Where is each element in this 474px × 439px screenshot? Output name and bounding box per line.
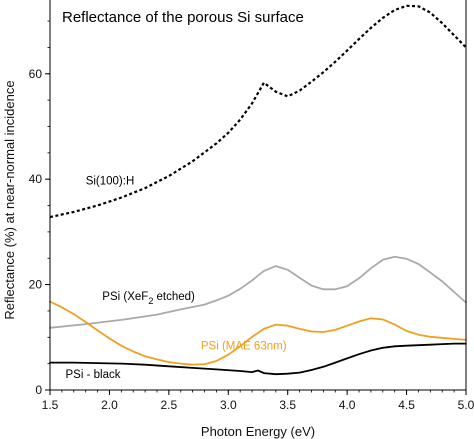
series-label-3: PSi - black: [66, 369, 121, 381]
series-label-2: PSi (MAE 63nm): [201, 340, 287, 352]
series-label-subscript: 2: [148, 296, 153, 306]
x-tick-label: 3.0: [220, 398, 237, 412]
series-label-layer: Si(100):H PSi (XeF2 etched) PSi (MAE 63nm)…: [66, 176, 287, 381]
series-layer: [49, 4, 467, 376]
series-label-text: PSi (XeF: [102, 291, 148, 303]
y-tick-label: 0: [35, 383, 42, 397]
series-line-1: [49, 255, 467, 329]
y-tick-label: 20: [29, 278, 43, 292]
series-label-1: PSi (XeF2 etched): [102, 291, 195, 306]
series-label-rest: etched): [153, 291, 195, 303]
y-axis-title: Reflectance (%) at near-normal incidence: [2, 80, 17, 319]
series-label-text: Si(100):H: [86, 176, 135, 188]
series-line-0: [49, 4, 467, 219]
series-label-0: Si(100):H: [86, 176, 135, 188]
axes-layer: 1.5 2.0 2.5 3.0 3.5 4.0 4.5 5.0 0 20 40 60: [29, 0, 474, 412]
x-tick-label: 3.5: [279, 398, 296, 412]
series-label-text: PSi - black: [66, 369, 121, 381]
x-tick-label: 2.5: [161, 398, 178, 412]
chart-title: Reflectance of the porous Si surface: [62, 9, 304, 26]
x-tick-label: 2.0: [101, 398, 118, 412]
series-line-3: [49, 342, 467, 376]
x-tick-label: 1.5: [42, 398, 59, 412]
y-tick-label: 40: [29, 172, 43, 186]
x-tick-label: 4.0: [339, 398, 356, 412]
x-tick-label: 4.5: [398, 398, 415, 412]
x-tick-label: 5.0: [458, 398, 474, 412]
x-axis-title: Photon Energy (eV): [201, 424, 315, 439]
series-line-2: [49, 300, 467, 366]
series-label-text: PSi (MAE 63nm): [201, 340, 287, 352]
y-tick-label: 60: [29, 67, 43, 81]
